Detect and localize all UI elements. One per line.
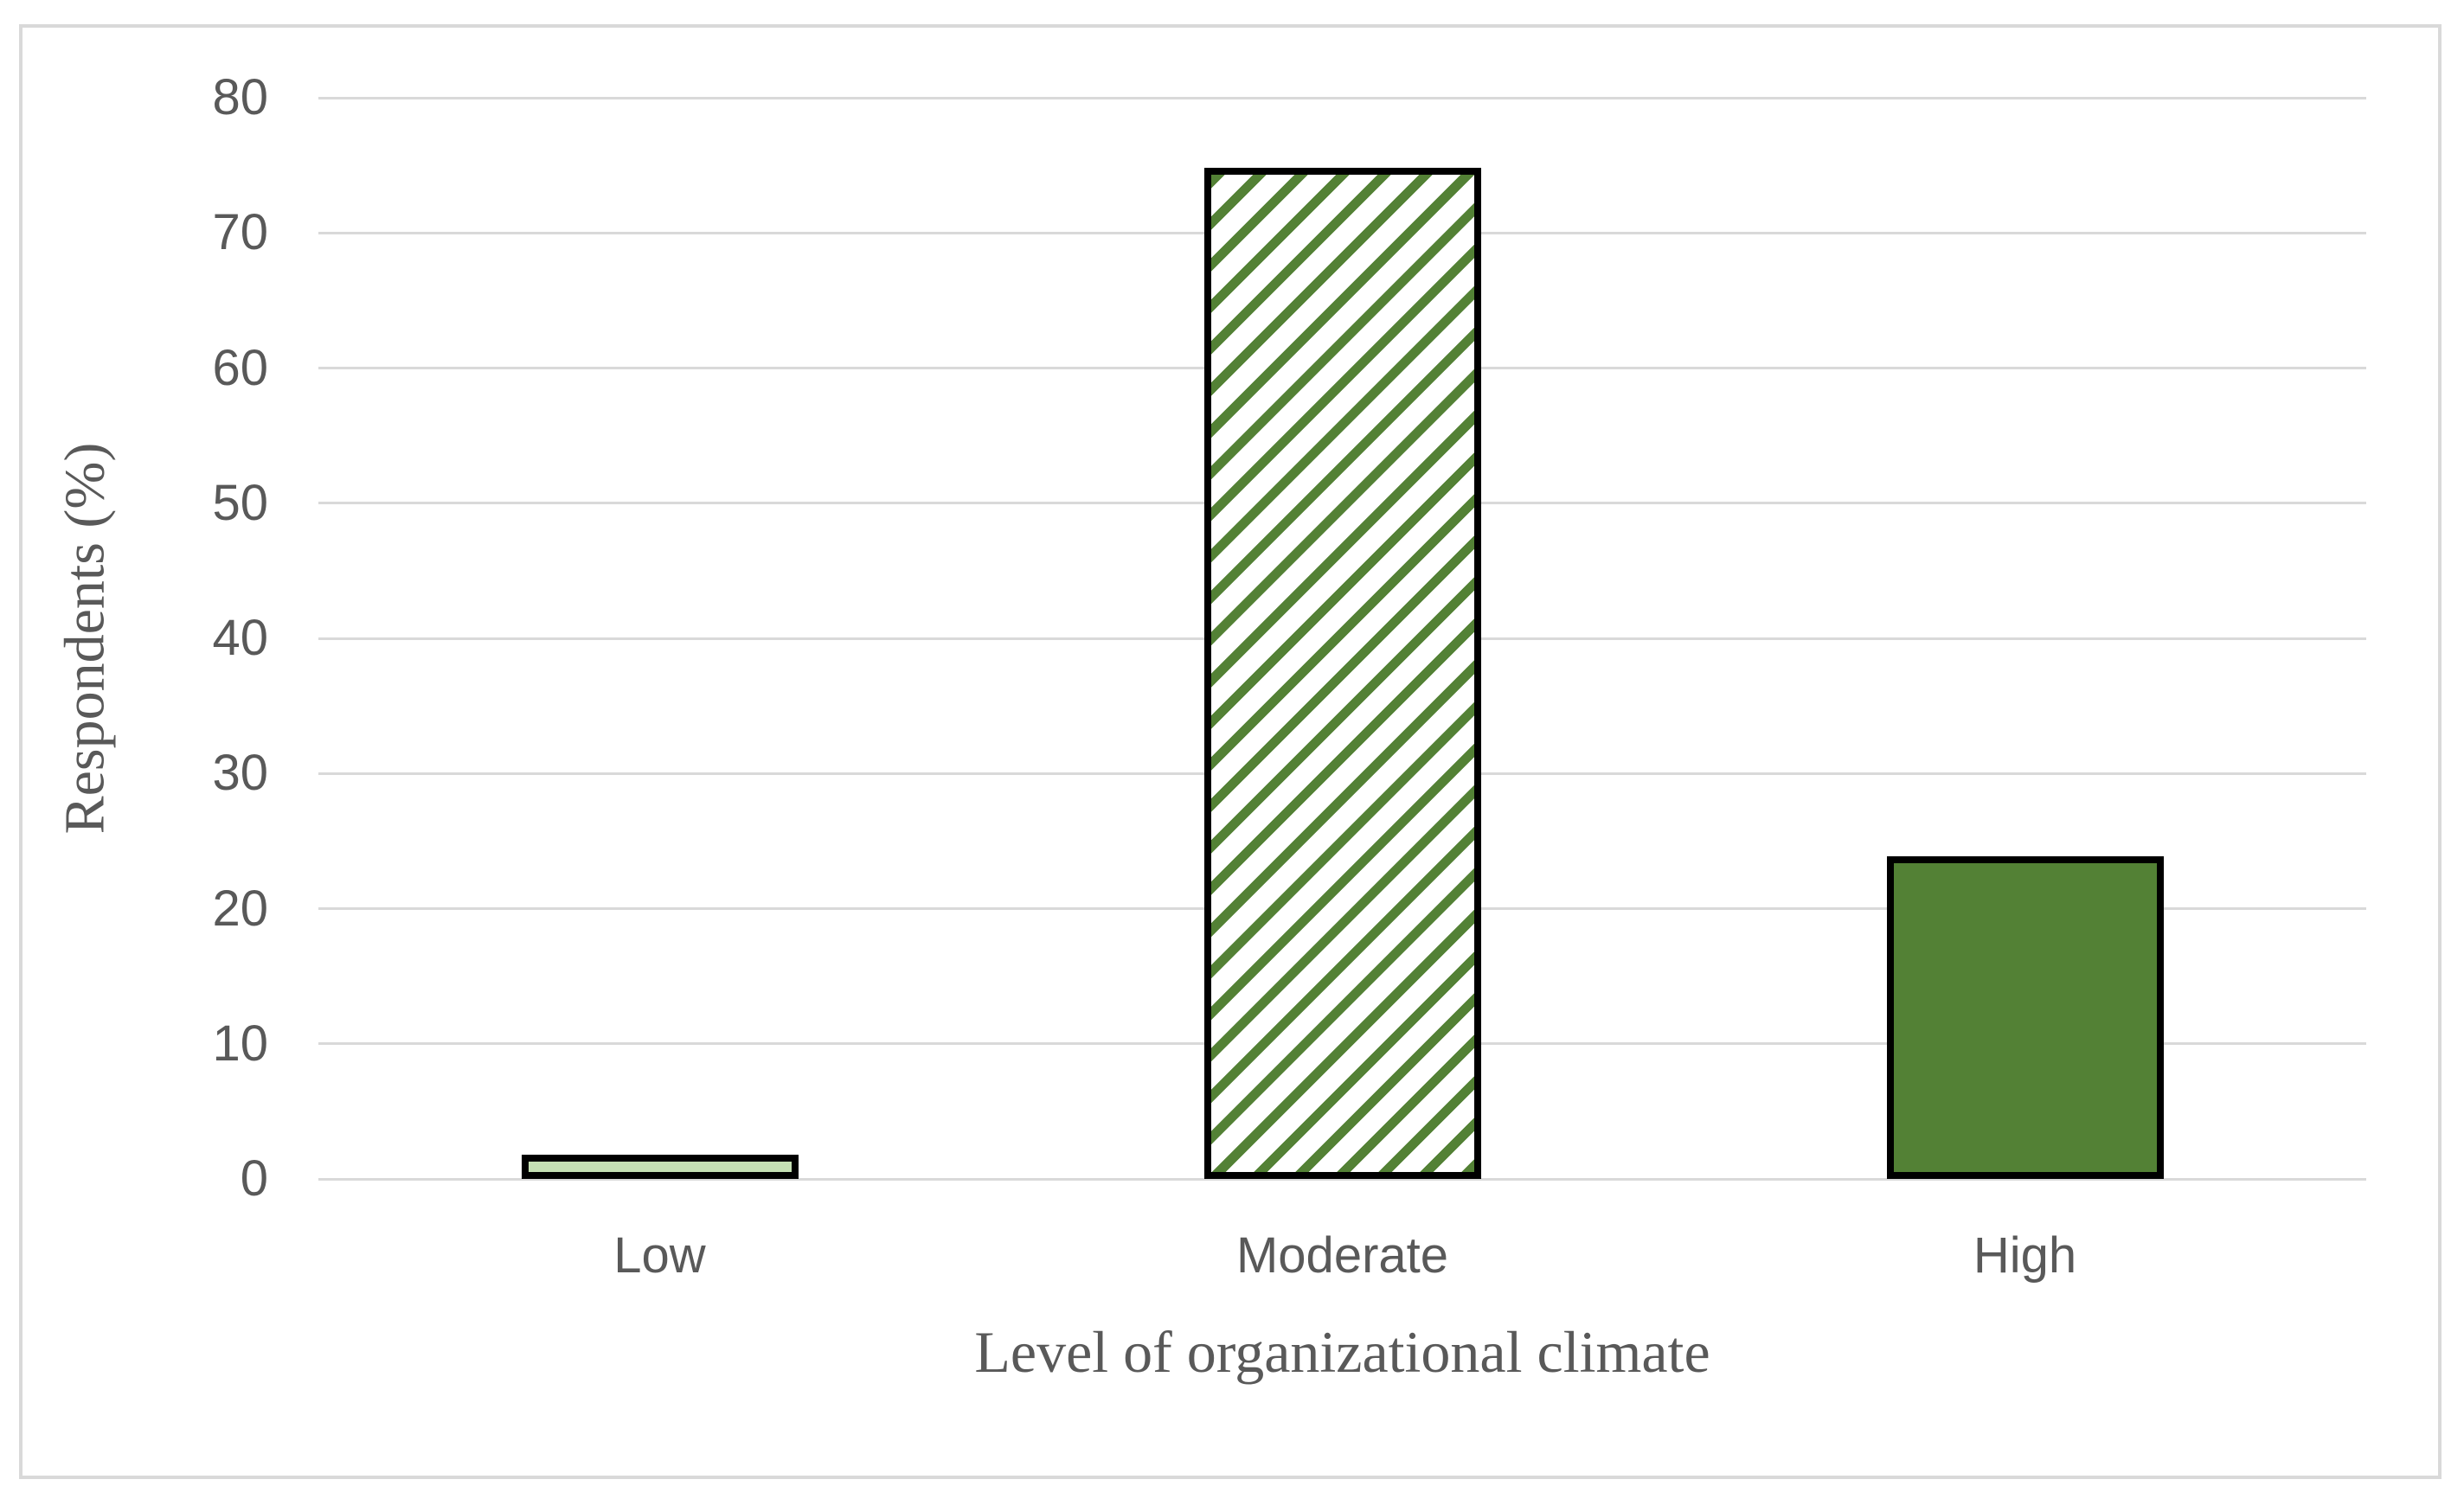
y-tick-label-10: 10 xyxy=(212,1015,268,1072)
bar-moderate xyxy=(1203,168,1481,1179)
y-tick-label-40: 40 xyxy=(212,610,268,666)
y-tick-label-50: 50 xyxy=(212,474,268,531)
x-category-label-high: High xyxy=(1973,1227,2077,1284)
plot-area xyxy=(318,96,2366,1181)
x-category-label-moderate: Moderate xyxy=(1235,1227,1449,1284)
y-tick-label-0: 0 xyxy=(240,1150,268,1207)
y-tick-label-70: 70 xyxy=(212,204,268,261)
bar-high xyxy=(1886,855,2164,1179)
gridline-80 xyxy=(318,96,2366,99)
bar-low xyxy=(521,1154,799,1179)
gridline-0 xyxy=(318,1177,2366,1181)
x-category-label-low: Low xyxy=(613,1227,706,1284)
y-tick-label-30: 30 xyxy=(212,745,268,802)
x-axis-title: Level of organizational climate xyxy=(974,1319,1710,1385)
y-tick-label-80: 80 xyxy=(212,69,268,125)
y-tick-label-20: 20 xyxy=(212,880,268,937)
y-tick-label-60: 60 xyxy=(212,339,268,396)
